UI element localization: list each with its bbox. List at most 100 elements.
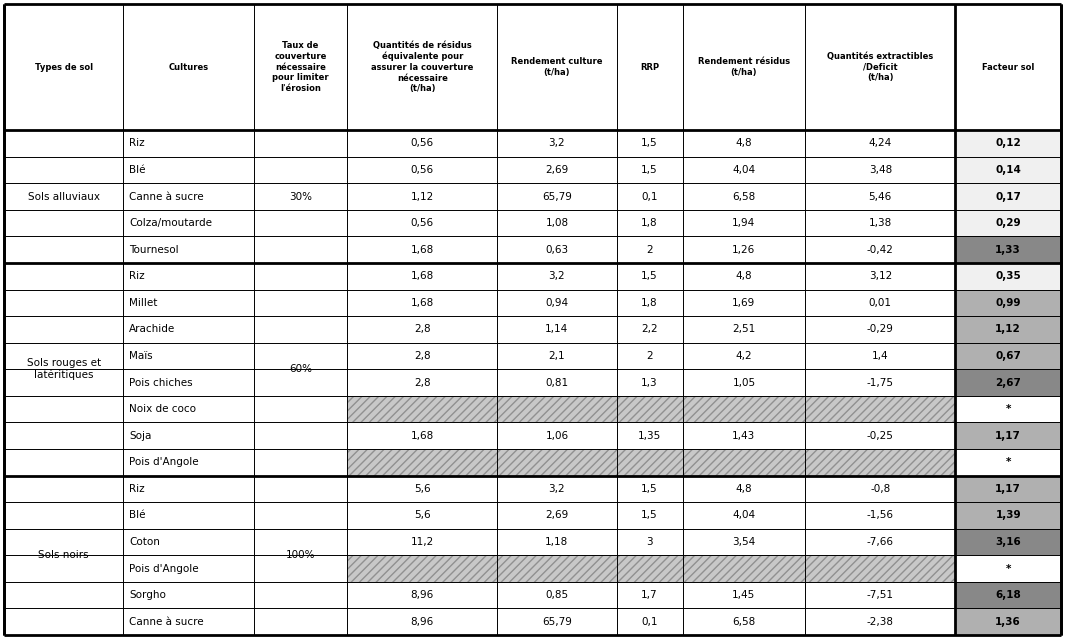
- Text: Rendement culture
(t/ha): Rendement culture (t/ha): [511, 58, 603, 77]
- Text: 1,08: 1,08: [545, 218, 569, 228]
- Text: 100%: 100%: [285, 550, 315, 560]
- Text: *: *: [1005, 564, 1011, 574]
- Bar: [955, 475, 1061, 502]
- Bar: [683, 449, 805, 475]
- Text: Soja: Soja: [129, 431, 151, 441]
- Text: 6,18: 6,18: [996, 590, 1021, 600]
- Text: 1,5: 1,5: [641, 139, 658, 148]
- Text: *: *: [1005, 404, 1011, 414]
- Text: 0,94: 0,94: [545, 298, 569, 308]
- Text: Blé: Blé: [129, 165, 146, 175]
- Text: Noix de coco: Noix de coco: [129, 404, 196, 414]
- Text: Pois d'Angole: Pois d'Angole: [129, 564, 199, 574]
- Text: 1,39: 1,39: [996, 511, 1021, 520]
- Text: 1,17: 1,17: [995, 431, 1021, 441]
- Bar: [955, 369, 1061, 396]
- Bar: [805, 396, 955, 422]
- Bar: [955, 502, 1061, 528]
- Text: 1,12: 1,12: [996, 325, 1021, 334]
- Text: Tournesol: Tournesol: [129, 245, 179, 255]
- Text: Millet: Millet: [129, 298, 158, 308]
- Text: 6,58: 6,58: [733, 192, 755, 202]
- Text: Riz: Riz: [129, 139, 145, 148]
- Text: 0,01: 0,01: [869, 298, 891, 308]
- Text: 0,14: 0,14: [995, 165, 1021, 175]
- Text: 0,12: 0,12: [996, 139, 1021, 148]
- Bar: [955, 157, 1061, 183]
- Text: 3,16: 3,16: [996, 537, 1021, 547]
- Text: Sols rouges et
latéritiques: Sols rouges et latéritiques: [27, 358, 101, 380]
- Text: 2,69: 2,69: [545, 165, 569, 175]
- Text: 5,46: 5,46: [869, 192, 891, 202]
- Text: 1,68: 1,68: [411, 431, 433, 441]
- Text: 0,29: 0,29: [996, 218, 1021, 228]
- Text: Facteur sol: Facteur sol: [982, 63, 1034, 72]
- Text: 1,17: 1,17: [995, 484, 1021, 494]
- Text: 1,5: 1,5: [641, 484, 658, 494]
- Text: -1,75: -1,75: [867, 378, 894, 388]
- Text: 4,8: 4,8: [736, 272, 752, 281]
- Text: Riz: Riz: [129, 484, 145, 494]
- Text: 4,2: 4,2: [736, 351, 752, 361]
- Text: Arachide: Arachide: [129, 325, 176, 334]
- Bar: [955, 608, 1061, 635]
- Text: Blé: Blé: [129, 511, 146, 520]
- Bar: [955, 422, 1061, 449]
- Text: 2,2: 2,2: [641, 325, 658, 334]
- Bar: [955, 582, 1061, 608]
- Text: 1,05: 1,05: [733, 378, 755, 388]
- Text: 2,8: 2,8: [414, 351, 430, 361]
- Text: Quantités extractibles
/Deficit
(t/ha): Quantités extractibles /Deficit (t/ha): [828, 52, 933, 82]
- Text: 5,6: 5,6: [414, 484, 430, 494]
- Bar: [347, 396, 497, 422]
- Text: Pois d'Angole: Pois d'Angole: [129, 458, 199, 467]
- Text: 4,04: 4,04: [733, 165, 755, 175]
- Text: 1,68: 1,68: [411, 272, 433, 281]
- Text: 1,26: 1,26: [733, 245, 755, 255]
- Bar: [617, 449, 683, 475]
- Bar: [497, 449, 617, 475]
- Text: Types de sol: Types de sol: [34, 63, 93, 72]
- Text: 3,2: 3,2: [548, 484, 566, 494]
- Bar: [955, 130, 1061, 157]
- Text: 1,3: 1,3: [641, 378, 658, 388]
- Text: 1,94: 1,94: [733, 218, 755, 228]
- Text: Coton: Coton: [129, 537, 160, 547]
- Text: 1,5: 1,5: [641, 165, 658, 175]
- Text: 1,36: 1,36: [996, 617, 1021, 627]
- Text: 0,1: 0,1: [641, 192, 658, 202]
- Text: 1,06: 1,06: [545, 431, 569, 441]
- Text: -2,38: -2,38: [867, 617, 894, 627]
- Text: Colza/moutarde: Colza/moutarde: [129, 218, 212, 228]
- Bar: [347, 555, 497, 582]
- Text: 1,18: 1,18: [545, 537, 569, 547]
- Text: 1,5: 1,5: [641, 272, 658, 281]
- Text: -0,25: -0,25: [867, 431, 894, 441]
- Text: Sorgho: Sorgho: [129, 590, 166, 600]
- Text: *: *: [1005, 458, 1011, 467]
- Text: 5,6: 5,6: [414, 511, 430, 520]
- Bar: [805, 555, 955, 582]
- Text: Taux de
couverture
nécessaire
pour limiter
l'érosion: Taux de couverture nécessaire pour limit…: [273, 41, 329, 93]
- Text: 2: 2: [646, 245, 653, 255]
- Text: 1,68: 1,68: [411, 298, 433, 308]
- Text: 0,35: 0,35: [996, 272, 1021, 281]
- Text: 65,79: 65,79: [542, 617, 572, 627]
- Text: 1,7: 1,7: [641, 590, 658, 600]
- Text: Quantités de résidus
équivalente pour
assurer la couverture
nécessaire
(t/ha): Quantités de résidus équivalente pour as…: [371, 41, 474, 93]
- Text: 60%: 60%: [289, 364, 312, 374]
- Text: 1,69: 1,69: [733, 298, 755, 308]
- Text: 1,43: 1,43: [733, 431, 755, 441]
- Text: 3,12: 3,12: [869, 272, 891, 281]
- Text: -0,29: -0,29: [867, 325, 894, 334]
- Text: 3,54: 3,54: [733, 537, 755, 547]
- Text: Maïs: Maïs: [129, 351, 153, 361]
- Bar: [955, 289, 1061, 316]
- Text: 0,56: 0,56: [411, 165, 433, 175]
- Bar: [805, 449, 955, 475]
- Text: 2,8: 2,8: [414, 325, 430, 334]
- Text: 0,1: 0,1: [641, 617, 658, 627]
- Text: 2: 2: [646, 351, 653, 361]
- Text: Canne à sucre: Canne à sucre: [129, 192, 204, 202]
- Text: -7,51: -7,51: [867, 590, 894, 600]
